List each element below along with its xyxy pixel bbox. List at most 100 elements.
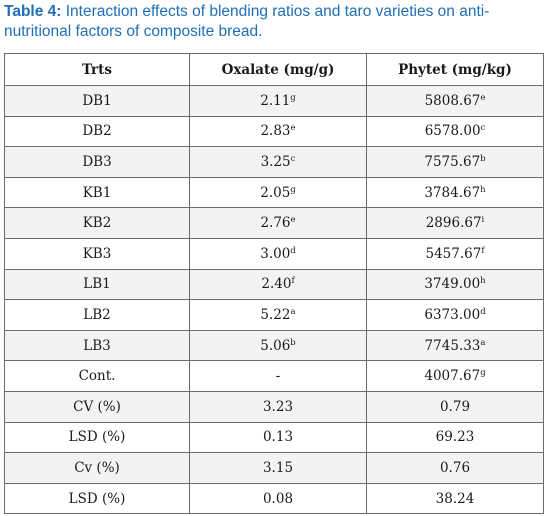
cell-phytet: 2896.67i — [366, 207, 544, 239]
cell-trt: LSD (%) — [4, 482, 190, 515]
table-row: LB2 5.22a 6373.00d — [4, 299, 544, 331]
cell-oxalate: 3.00d — [189, 237, 367, 270]
cell-phytet: 69.23 — [366, 421, 544, 454]
phytet-significance-letter: e — [480, 92, 486, 103]
oxalate-significance-letter: e — [290, 215, 296, 226]
oxalate-value: 3.23 — [262, 398, 294, 415]
oxalate-value: 5.06 — [260, 337, 291, 354]
cell-oxalate: 3.23 — [189, 390, 367, 423]
cell-phytet: 5457.67f — [366, 237, 544, 270]
header-row: Trts Oxalate (mg/g) Phytet (mg/kg) — [4, 53, 544, 86]
oxalate-value: 2.05 — [260, 184, 291, 201]
oxalate-value: 3.15 — [262, 459, 294, 476]
cell-oxalate: 0.08 — [189, 482, 367, 515]
cell-trt: LB3 — [4, 329, 190, 362]
cell-phytet: 3749.00h — [366, 268, 544, 301]
trt-value: KB2 — [82, 215, 112, 232]
phytet-value: 7575.67 — [424, 153, 481, 170]
phytet-value: 0.76 — [439, 459, 471, 476]
oxalate-value: 2.76 — [260, 215, 291, 232]
phytet-value: 38.24 — [435, 490, 475, 507]
cell-phytet: 0.76 — [366, 452, 544, 484]
cell-trt: LB2 — [4, 299, 190, 331]
oxalate-significance-letter: d — [290, 245, 296, 256]
oxalate-value: 0.13 — [262, 429, 294, 446]
phytet-value: 5808.67 — [424, 92, 481, 109]
phytet-significance-letter: b — [480, 153, 486, 164]
oxalate-significance-letter: g — [290, 184, 296, 195]
cell-phytet: 5808.67e — [366, 85, 544, 117]
table-row: Cont. - 4007.67g — [4, 360, 544, 392]
oxalate-significance-letter: c — [290, 153, 296, 164]
table-row: LB1 2.40f 3749.00h — [4, 268, 544, 301]
phytet-value: 4007.67 — [424, 368, 481, 385]
trt-value: Cont. — [78, 368, 116, 385]
cell-phytet: 0.79 — [366, 390, 544, 423]
table-row: KB1 2.05g 3784.67h — [4, 176, 544, 209]
oxalate-value: 3.00 — [260, 245, 291, 262]
cell-oxalate: 2.83e — [189, 115, 367, 148]
trt-value: LB3 — [83, 337, 111, 354]
cell-trt: DB2 — [4, 115, 190, 148]
cell-trt: LB1 — [4, 268, 190, 301]
cell-oxalate: 0.13 — [189, 421, 367, 454]
phytet-value: 6578.00 — [424, 123, 481, 140]
cell-oxalate: 3.25c — [189, 146, 367, 178]
oxalate-significance-letter: b — [290, 337, 296, 348]
oxalate-significance-letter: a — [290, 306, 296, 317]
oxalate-significance-letter: e — [290, 123, 296, 134]
data-table: Trts Oxalate (mg/g) Phytet (mg/kg) DB1 2.… — [4, 53, 544, 515]
cell-trt: Cont. — [4, 360, 190, 392]
phytet-significance-letter: h — [480, 276, 486, 287]
table-row: KB2 2.76e 2896.67i — [4, 207, 544, 239]
phytet-value: 6373.00 — [424, 306, 481, 323]
cell-oxalate: 5.22a — [189, 299, 367, 331]
phytet-value: 7745.33 — [424, 337, 481, 354]
trt-value: LSD (%) — [68, 490, 126, 507]
cell-oxalate: - — [189, 360, 367, 392]
table-row: CV (%) 3.23 0.79 — [4, 390, 544, 423]
table-row: LSD (%) 0.08 38.24 — [4, 482, 544, 515]
phytet-significance-letter: f — [481, 245, 485, 256]
cell-oxalate: 2.40f — [189, 268, 367, 301]
caption-text: Interaction effects of blending ratios a… — [4, 3, 490, 40]
oxalate-value: 5.22 — [260, 306, 291, 323]
table-row: LB3 5.06b 7745.33a — [4, 329, 544, 362]
trt-value: LB2 — [83, 306, 111, 323]
phytet-value: 5457.67 — [425, 245, 482, 262]
table-row: KB3 3.00d 5457.67f — [4, 237, 544, 270]
trt-value: DB2 — [82, 123, 112, 140]
cell-phytet: 38.24 — [366, 482, 544, 515]
cell-oxalate: 2.05g — [189, 176, 367, 209]
oxalate-value: 0.08 — [262, 490, 294, 507]
oxalate-value: 3.25 — [260, 153, 291, 170]
table-row: DB2 2.83e 6578.00c — [4, 115, 544, 148]
oxalate-value: 2.11 — [260, 92, 291, 109]
cell-oxalate: 5.06b — [189, 329, 367, 362]
cell-phytet: 6578.00c — [366, 115, 544, 148]
phytet-value: 69.23 — [435, 429, 475, 446]
oxalate-value: 2.83 — [260, 123, 291, 140]
trt-value: LSD (%) — [68, 429, 126, 446]
phytet-significance-letter: i — [481, 215, 485, 226]
oxalate-value: 2.40 — [261, 276, 292, 293]
cell-oxalate: 3.15 — [189, 452, 367, 484]
phytet-significance-letter: g — [480, 368, 486, 379]
oxalate-value: - — [275, 368, 281, 385]
table-label: Table 4: — [4, 3, 62, 20]
table-body: DB1 2.11g 5808.67e DB2 2.83e 6578.00c DB3 3.25c… — [4, 85, 544, 515]
header-trts: Trts — [4, 53, 190, 86]
cell-trt: DB3 — [4, 146, 190, 178]
cell-trt: KB1 — [4, 176, 190, 209]
cell-trt: KB2 — [4, 207, 190, 239]
trt-value: DB3 — [82, 153, 112, 170]
oxalate-significance-letter: f — [291, 276, 295, 287]
phytet-value: 2896.67 — [425, 215, 482, 232]
phytet-significance-letter: h — [480, 184, 486, 195]
cell-phytet: 6373.00d — [366, 299, 544, 331]
cell-phytet: 7575.67b — [366, 146, 544, 178]
cell-phytet: 3784.67h — [366, 176, 544, 209]
phytet-value: 3749.00 — [424, 276, 481, 293]
table-row: LSD (%) 0.13 69.23 — [4, 421, 544, 454]
trt-value: CV (%) — [73, 398, 121, 415]
